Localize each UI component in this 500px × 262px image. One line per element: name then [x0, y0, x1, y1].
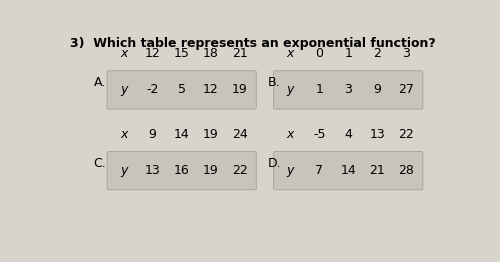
Text: y: y: [286, 83, 294, 96]
Text: y: y: [286, 164, 294, 177]
Text: -5: -5: [313, 128, 326, 141]
Text: 21: 21: [370, 164, 385, 177]
Text: C.: C.: [94, 156, 106, 170]
Text: 14: 14: [174, 128, 190, 141]
Text: 12: 12: [144, 47, 160, 60]
Text: 5: 5: [178, 83, 186, 96]
Text: x: x: [120, 47, 127, 60]
Text: 19: 19: [232, 83, 248, 96]
Text: 24: 24: [232, 128, 248, 141]
Text: 21: 21: [232, 47, 248, 60]
Text: x: x: [286, 128, 294, 141]
FancyBboxPatch shape: [107, 151, 256, 190]
Text: 9: 9: [374, 83, 382, 96]
FancyBboxPatch shape: [107, 71, 256, 109]
Text: 1: 1: [316, 83, 323, 96]
Text: 19: 19: [203, 164, 218, 177]
Text: 0: 0: [315, 47, 323, 60]
Text: 13: 13: [370, 128, 385, 141]
Text: x: x: [120, 128, 127, 141]
Text: 18: 18: [203, 47, 218, 60]
Text: 14: 14: [340, 164, 356, 177]
Text: 28: 28: [398, 164, 414, 177]
Text: y: y: [120, 83, 127, 96]
Text: 3)  Which table represents an exponential function?: 3) Which table represents an exponential…: [70, 37, 436, 51]
Text: 19: 19: [203, 128, 218, 141]
Text: 15: 15: [174, 47, 190, 60]
Text: D.: D.: [268, 156, 281, 170]
Text: 4: 4: [344, 128, 352, 141]
Text: x: x: [286, 47, 294, 60]
Text: A.: A.: [94, 76, 106, 89]
Text: 27: 27: [398, 83, 414, 96]
Text: 3: 3: [344, 83, 352, 96]
FancyBboxPatch shape: [274, 151, 423, 190]
Text: 3: 3: [402, 47, 410, 60]
FancyBboxPatch shape: [274, 71, 423, 109]
Text: 1: 1: [344, 47, 352, 60]
Text: 9: 9: [148, 128, 156, 141]
Text: 12: 12: [203, 83, 218, 96]
Text: 7: 7: [315, 164, 323, 177]
Text: y: y: [120, 164, 127, 177]
Text: -2: -2: [146, 83, 159, 96]
Text: 22: 22: [232, 164, 248, 177]
Text: 22: 22: [398, 128, 414, 141]
Text: B.: B.: [268, 76, 280, 89]
Text: 13: 13: [144, 164, 160, 177]
Text: 2: 2: [374, 47, 382, 60]
Text: 16: 16: [174, 164, 190, 177]
